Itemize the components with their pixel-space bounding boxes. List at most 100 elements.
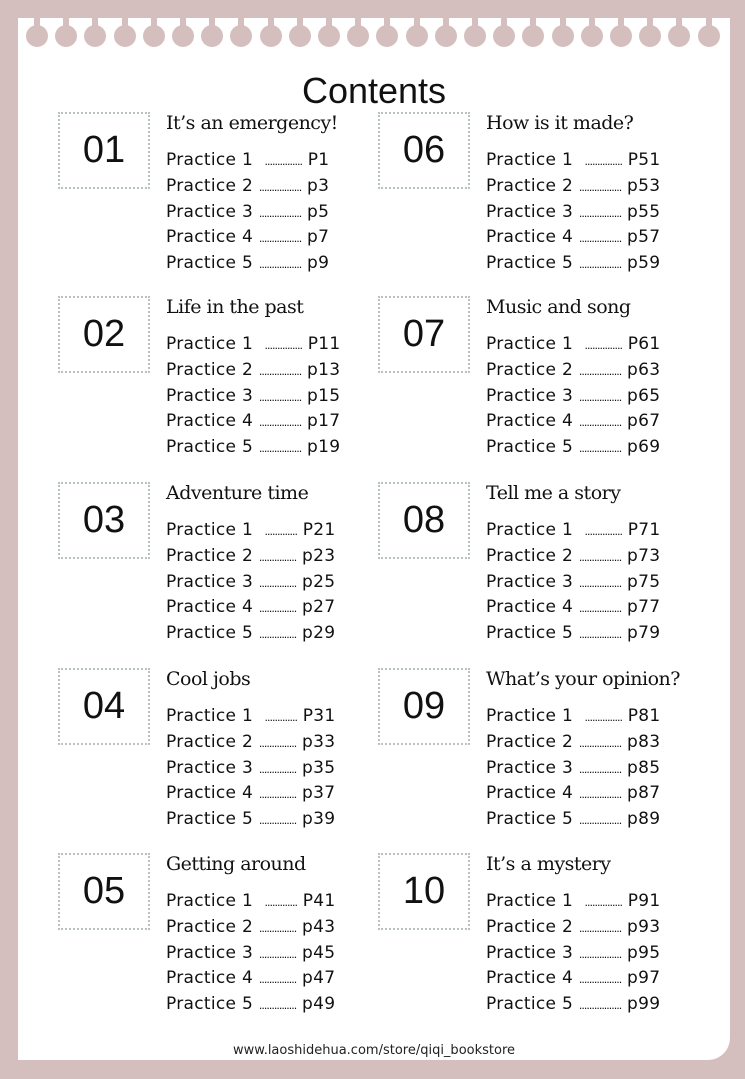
practice-label: Practice 1 bbox=[166, 150, 254, 170]
practice-entry[interactable]: Practice 1 ............... P61 bbox=[486, 334, 661, 360]
practice-label: Practice 5 bbox=[166, 253, 254, 274]
dot-leader: ............... bbox=[258, 973, 297, 987]
unit-title[interactable]: Cool jobs bbox=[166, 668, 251, 690]
practice-entry[interactable]: Practice 4 ................. p57 bbox=[486, 227, 661, 253]
dot-leader: ............... bbox=[258, 602, 297, 616]
footer-url[interactable]: www.laoshidehua.com/store/qiqi_bookstore bbox=[232, 1043, 516, 1058]
practice-entry[interactable]: Practice 3 ............... p25 bbox=[166, 572, 336, 598]
practice-entry[interactable]: Practice 5 ................. p69 bbox=[486, 437, 661, 463]
practice-entry[interactable]: Practice 5 ............... p39 bbox=[166, 809, 336, 835]
practice-entry[interactable]: Practice 4 ............... p37 bbox=[166, 783, 336, 809]
practice-entry[interactable]: Practice 3 ................. p15 bbox=[166, 386, 341, 412]
page-number: p93 bbox=[627, 916, 661, 937]
dot-leader: ................. bbox=[258, 180, 302, 194]
practice-entry[interactable]: Practice 3 ................. p55 bbox=[486, 202, 661, 228]
practice-entry[interactable]: Practice 3 ................. p5 bbox=[166, 202, 329, 228]
practice-entry[interactable]: Practice 5 ............... p49 bbox=[166, 994, 336, 1020]
practice-entry[interactable]: Practice 5 ................. p79 bbox=[486, 623, 661, 649]
practice-entry[interactable]: Practice 3 ................. p95 bbox=[486, 943, 661, 969]
practice-entry[interactable]: Practice 2 ................. p83 bbox=[486, 732, 661, 758]
page-number: p47 bbox=[302, 968, 336, 989]
unit-title[interactable]: Life in the past bbox=[166, 296, 304, 318]
unit-title[interactable]: Getting around bbox=[166, 853, 306, 875]
practice-entry[interactable]: Practice 2 ................. p53 bbox=[486, 176, 661, 202]
page-number: p5 bbox=[307, 201, 330, 222]
practice-entry[interactable]: Practice 2 ............... p33 bbox=[166, 732, 336, 758]
practice-label: Practice 5 bbox=[166, 437, 254, 458]
unit-08: 08 Tell me a story Practice 1 ...........… bbox=[378, 482, 708, 662]
practice-entry[interactable]: Practice 4 ................. p87 bbox=[486, 783, 661, 809]
page-number: p45 bbox=[302, 942, 336, 963]
practice-entry[interactable]: Practice 3 ............... p45 bbox=[166, 943, 336, 969]
dot-leader: ................. bbox=[578, 973, 622, 987]
practice-label: Practice 5 bbox=[486, 253, 574, 274]
practice-entry[interactable]: Practice 2 ................. p3 bbox=[166, 176, 329, 202]
practice-list: Practice 1 ............... P51 Practice 2… bbox=[486, 150, 661, 279]
practice-entry[interactable]: Practice 4 ............... p47 bbox=[166, 968, 336, 994]
practice-entry[interactable]: Practice 5 ................. p9 bbox=[166, 253, 329, 279]
practice-entry[interactable]: Practice 1 ............. P31 bbox=[166, 706, 336, 732]
practice-label: Practice 2 bbox=[486, 731, 574, 752]
practice-entry[interactable]: Practice 1 ............... P71 bbox=[486, 520, 661, 546]
practice-entry[interactable]: Practice 3 ............... p35 bbox=[166, 758, 336, 784]
page-number: P81 bbox=[627, 706, 661, 726]
practice-entry[interactable]: Practice 3 ................. p75 bbox=[486, 572, 661, 598]
practice-entry[interactable]: Practice 4 ................. p17 bbox=[166, 411, 341, 437]
practice-entry[interactable]: Practice 4 ............... p27 bbox=[166, 597, 336, 623]
practice-entry[interactable]: Practice 5 ................. p99 bbox=[486, 994, 661, 1020]
practice-entry[interactable]: Practice 1 ............... P1 bbox=[166, 150, 329, 176]
practice-entry[interactable]: Practice 1 ............... P91 bbox=[486, 891, 661, 917]
page-number: p25 bbox=[302, 571, 336, 592]
practice-label: Practice 1 bbox=[166, 334, 254, 354]
page-number: p23 bbox=[302, 545, 336, 566]
unit-title[interactable]: It’s a mystery bbox=[486, 853, 611, 875]
unit-02: 02 Life in the past Practice 1 ..........… bbox=[58, 296, 388, 476]
dot-leader: ................. bbox=[578, 921, 622, 935]
practice-entry[interactable]: Practice 4 ................. p7 bbox=[166, 227, 329, 253]
practice-entry[interactable]: Practice 2 ................. p13 bbox=[166, 360, 341, 386]
practice-label: Practice 1 bbox=[486, 891, 574, 911]
binder-hole bbox=[580, 17, 603, 47]
practice-entry[interactable]: Practice 4 ................. p77 bbox=[486, 597, 661, 623]
practice-entry[interactable]: Practice 4 ................. p67 bbox=[486, 411, 661, 437]
practice-label: Practice 3 bbox=[486, 757, 574, 778]
practice-entry[interactable]: Practice 3 ................. p85 bbox=[486, 758, 661, 784]
unit-title[interactable]: It’s an emergency! bbox=[166, 112, 338, 134]
page-number: p43 bbox=[302, 916, 336, 937]
dot-leader: ................. bbox=[258, 442, 302, 456]
unit-title[interactable]: Music and song bbox=[486, 296, 631, 318]
page-number: p57 bbox=[627, 227, 661, 248]
practice-list: Practice 1 ............... P61 Practice 2… bbox=[486, 334, 661, 463]
practice-label: Practice 4 bbox=[486, 411, 574, 432]
practice-entry[interactable]: Practice 5 ............... p29 bbox=[166, 623, 336, 649]
practice-label: Practice 1 bbox=[166, 706, 254, 726]
practice-entry[interactable]: Practice 1 ............. P41 bbox=[166, 891, 336, 917]
unit-title[interactable]: How is it made? bbox=[486, 112, 634, 134]
practice-label: Practice 3 bbox=[486, 385, 574, 406]
practice-label: Practice 5 bbox=[166, 623, 254, 644]
page-number: P31 bbox=[302, 706, 336, 726]
dot-leader: ................. bbox=[578, 232, 622, 246]
practice-entry[interactable]: Practice 5 ................. p89 bbox=[486, 809, 661, 835]
practice-entry[interactable]: Practice 1 ............. P21 bbox=[166, 520, 336, 546]
practice-entry[interactable]: Practice 5 ................. p19 bbox=[166, 437, 341, 463]
practice-entry[interactable]: Practice 1 ............... P11 bbox=[166, 334, 341, 360]
practice-label: Practice 2 bbox=[166, 359, 254, 380]
unit-05: 05 Getting around Practice 1 ............… bbox=[58, 853, 388, 1033]
unit-title[interactable]: What’s your opinion? bbox=[486, 668, 680, 690]
practice-entry[interactable]: Practice 2 ................. p63 bbox=[486, 360, 661, 386]
page-number: p69 bbox=[627, 437, 661, 458]
unit-title[interactable]: Tell me a story bbox=[486, 482, 621, 504]
unit-title[interactable]: Adventure time bbox=[166, 482, 309, 504]
practice-entry[interactable]: Practice 1 ............... P51 bbox=[486, 150, 661, 176]
page-number: p63 bbox=[627, 359, 661, 380]
dot-leader: ............... bbox=[584, 711, 623, 724]
practice-entry[interactable]: Practice 2 ............... p23 bbox=[166, 546, 336, 572]
practice-entry[interactable]: Practice 2 ................. p93 bbox=[486, 917, 661, 943]
practice-entry[interactable]: Practice 4 ................. p97 bbox=[486, 968, 661, 994]
practice-entry[interactable]: Practice 1 ............... P81 bbox=[486, 706, 661, 732]
practice-entry[interactable]: Practice 5 ................. p59 bbox=[486, 253, 661, 279]
practice-entry[interactable]: Practice 2 ............... p43 bbox=[166, 917, 336, 943]
practice-entry[interactable]: Practice 3 ................. p65 bbox=[486, 386, 661, 412]
practice-entry[interactable]: Practice 2 ................. p73 bbox=[486, 546, 661, 572]
